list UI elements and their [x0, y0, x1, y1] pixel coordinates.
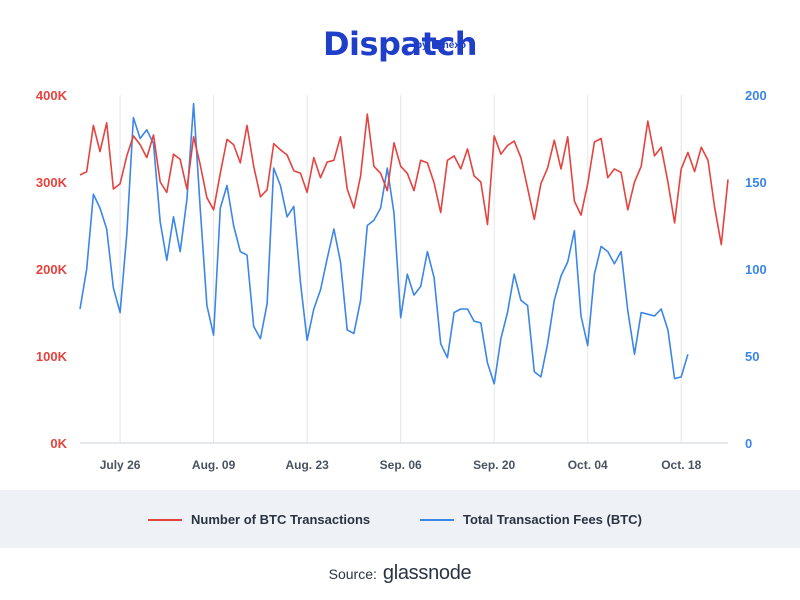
y-left-tick-label: 200K — [36, 262, 68, 277]
brand-byline: by nexo — [416, 40, 466, 52]
x-tick-label: Aug. 23 — [285, 458, 329, 472]
legend-swatch-transactions — [148, 518, 182, 521]
y-right-tick-label: 150 — [745, 175, 767, 190]
y-right-tick-label: 50 — [745, 349, 759, 364]
y-right-tick-label: 0 — [745, 436, 752, 451]
brand-partner: nexo — [442, 40, 467, 51]
x-tick-label: Sep. 20 — [473, 458, 515, 472]
y-left-tick-label: 300K — [36, 175, 68, 190]
legend-label-transactions: Number of BTC Transactions — [191, 512, 371, 527]
legend-item-fees: Total Transaction Fees (BTC) — [420, 513, 642, 527]
x-tick-label: Sep. 06 — [380, 458, 422, 472]
y-left-tick-label: 100K — [36, 349, 68, 364]
legend-swatch-fees — [420, 518, 454, 521]
chart-legend: Number of BTC Transactions Total Transac… — [0, 490, 800, 548]
y-left-tick-label: 400K — [36, 88, 68, 103]
nexo-logo-icon — [431, 40, 441, 49]
x-tick-label: July 26 — [100, 458, 141, 472]
series-line-transaction-fees — [79, 102, 689, 385]
x-tick-label: Oct. 04 — [568, 458, 608, 472]
legend-item-transactions: Number of BTC Transactions — [148, 513, 370, 527]
brand-logo: Dispatch — [0, 26, 800, 62]
y-right-tick-label: 200 — [745, 88, 767, 103]
series-line-btc-transactions — [79, 113, 729, 246]
source-credit: Source: glassnode — [0, 562, 800, 585]
y-right-tick-label: 100 — [745, 262, 767, 277]
source-brand: glassnode — [382, 562, 472, 584]
x-tick-label: Aug. 09 — [192, 458, 236, 472]
chart-canvas: July 26 Aug. 09 Aug. 23 Sep. 06 Sep. 20 Oct. … — [36, 88, 767, 472]
source-label: Source: — [328, 566, 377, 582]
brand-by-text: by — [416, 40, 428, 51]
legend-label-fees: Total Transaction Fees (BTC) — [463, 512, 642, 527]
brand-wordmark: Dispatch — [322, 25, 478, 63]
y-left-tick-label: 0K — [50, 436, 67, 451]
x-tick-label: Oct. 18 — [661, 458, 701, 472]
